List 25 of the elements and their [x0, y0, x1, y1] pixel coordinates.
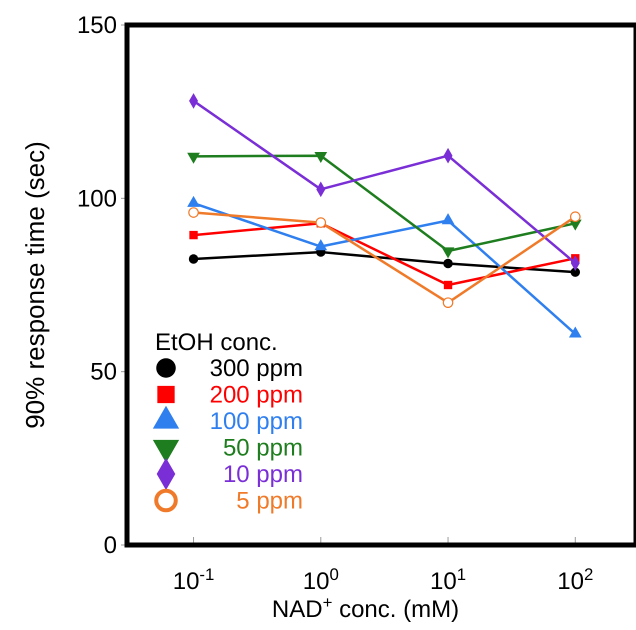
- text: 5 ppm: [236, 488, 303, 514]
- x-axis-title: NAD$^{+}$ conc. (mM): [272, 592, 460, 623]
- y-axis-title: 90% response time (sec): [20, 141, 50, 429]
- x-tick-label: 10$^{1}$: [430, 564, 466, 595]
- point: [442, 297, 454, 308]
- point: [570, 211, 581, 222]
- point: [189, 230, 198, 240]
- legend-label: 100 ppm: [210, 408, 303, 435]
- legend-title: EtOH conc.: [155, 329, 278, 356]
- x-tick-label: 10$^{-1}$: [172, 564, 214, 595]
- y-tick-label: 50: [90, 358, 117, 386]
- x-tick-label: 10$^{0}$: [302, 564, 339, 595]
- legend-label: 300 ppm: [210, 355, 303, 382]
- legend-label: 50 ppm: [222, 434, 303, 462]
- point: [443, 258, 453, 268]
- y-tick-label: 100: [76, 185, 117, 212]
- legend-label: 10 ppm: [222, 461, 303, 488]
- point: [444, 280, 452, 290]
- point: [188, 207, 199, 218]
- legend-label: 200 ppm: [210, 382, 303, 408]
- point: [188, 254, 198, 264]
- x-tick-label: 10$^{2}$: [557, 564, 594, 595]
- y-tick-label: 0: [104, 532, 117, 559]
- point: [568, 326, 582, 338]
- y-tick-label: 150: [76, 12, 117, 39]
